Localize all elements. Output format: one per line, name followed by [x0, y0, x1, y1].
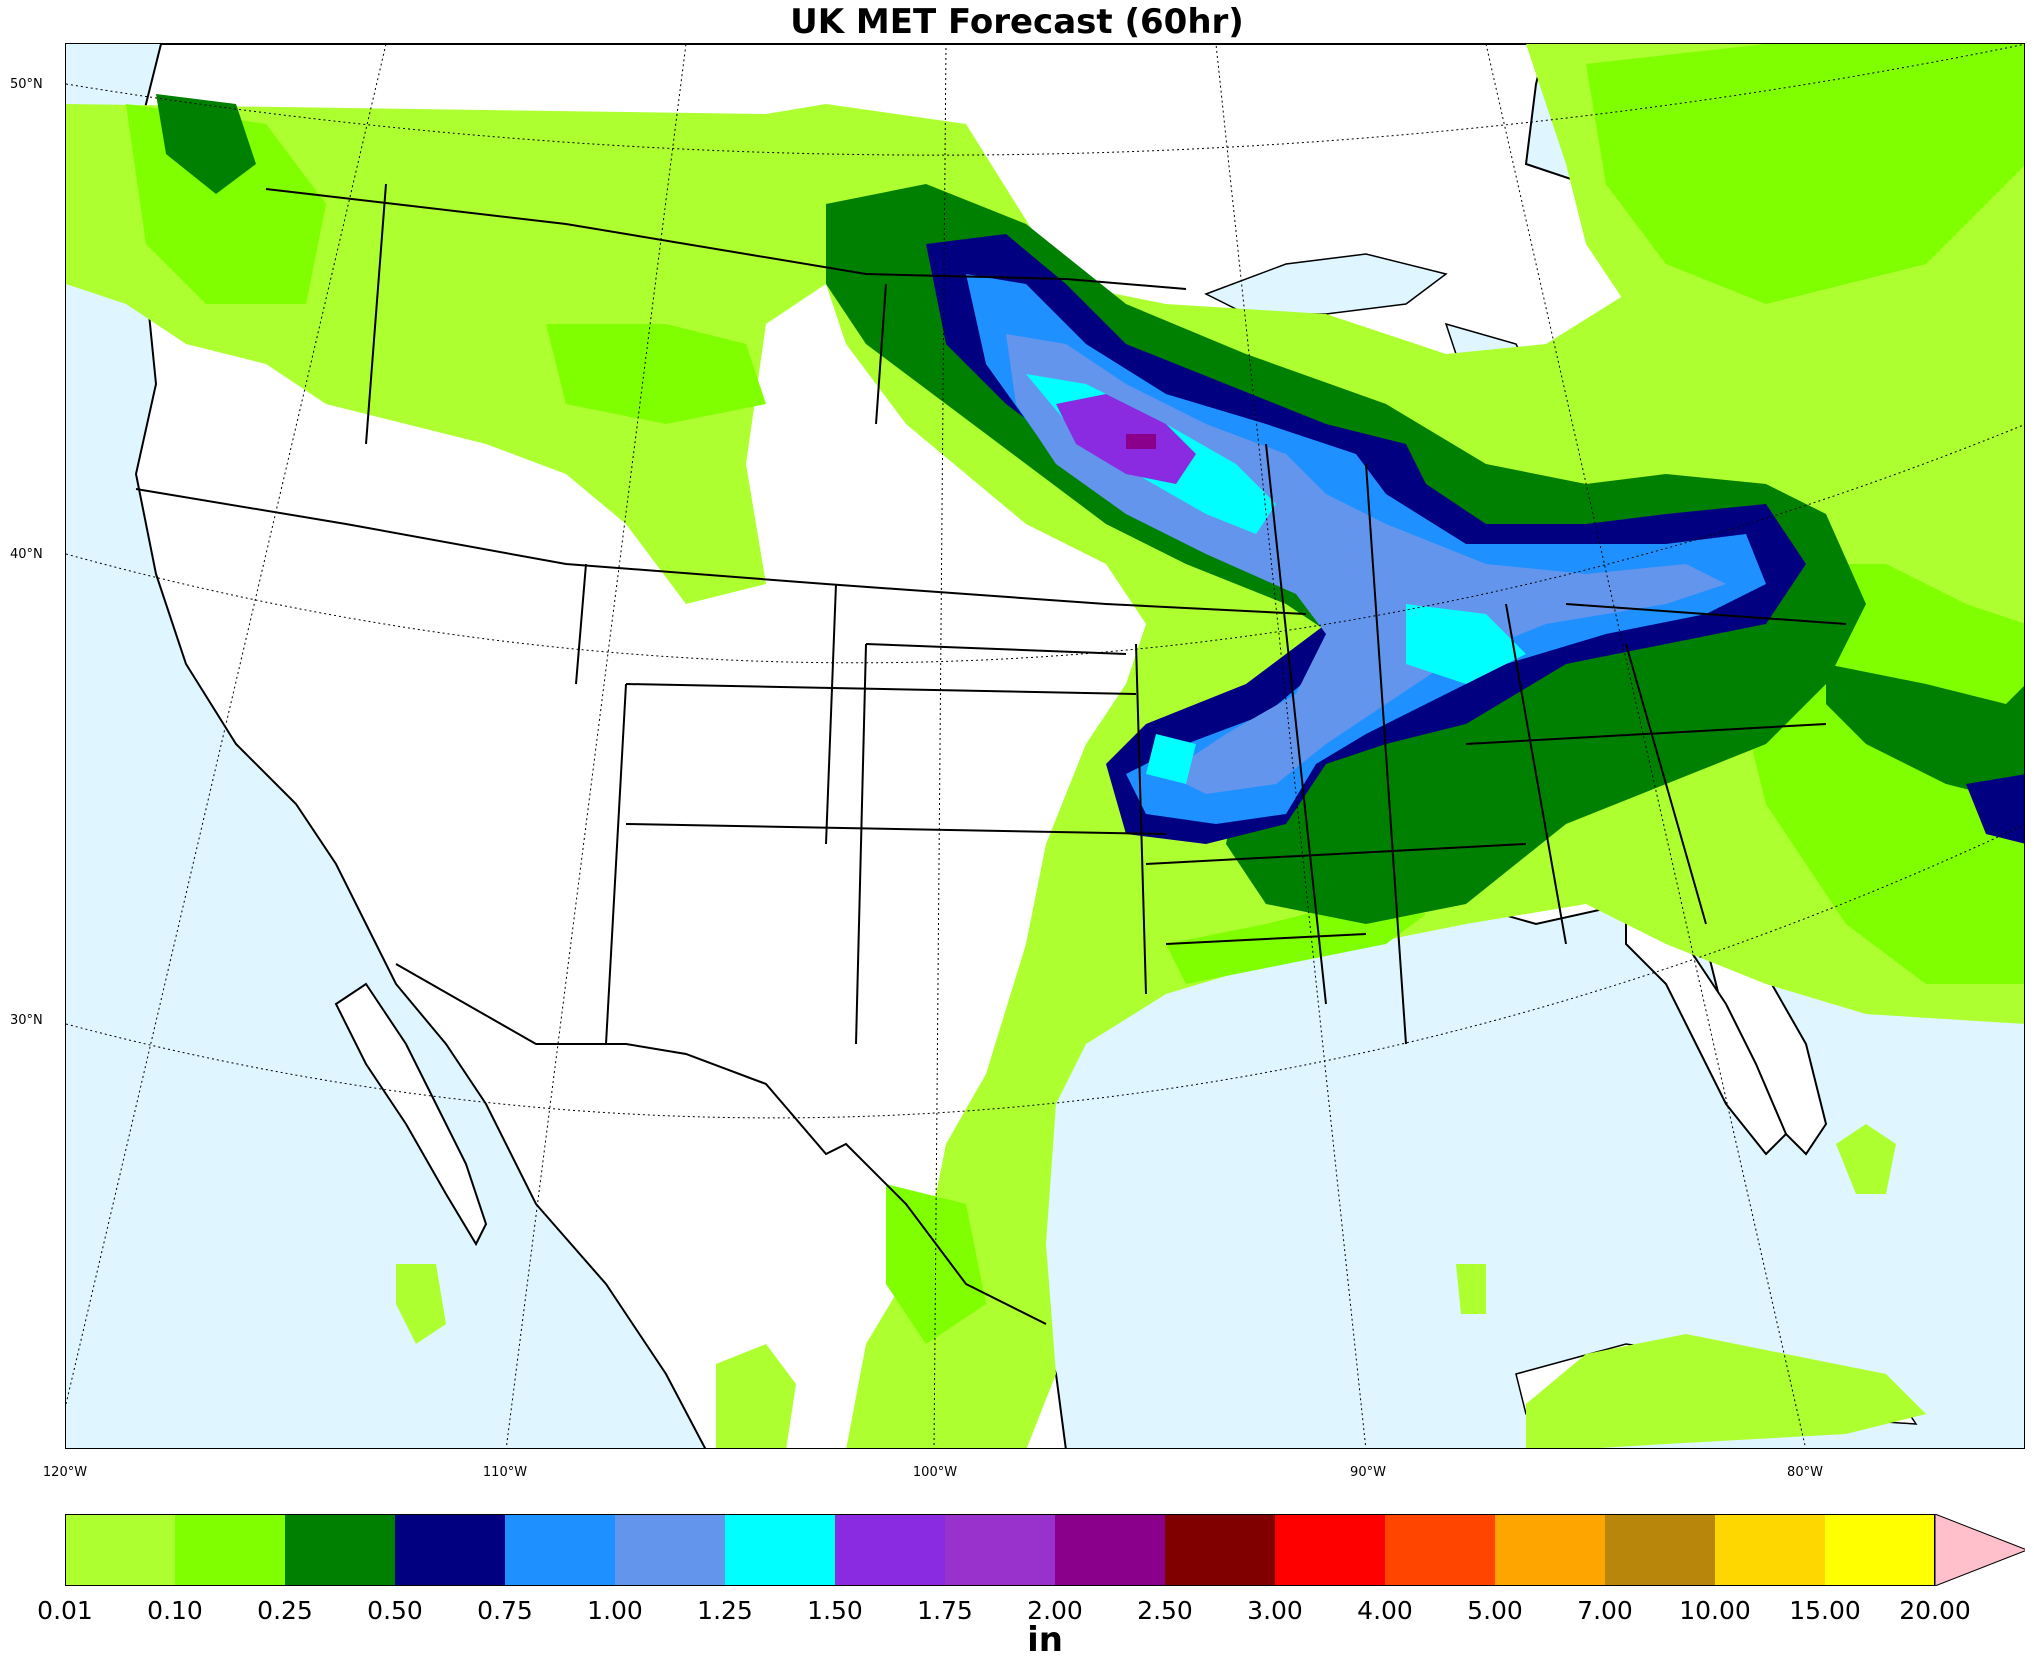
colorbar-swatch	[1495, 1514, 1605, 1586]
colorbar-swatch	[1715, 1514, 1825, 1586]
precip-field	[66, 44, 2024, 1448]
graticule	[66, 44, 2024, 1448]
colorbar-tick-label: 5.00	[1467, 1596, 1523, 1625]
colorbar-swatch	[615, 1514, 725, 1586]
colorbar-swatch	[175, 1514, 285, 1586]
colorbar-tick-label: 7.00	[1577, 1596, 1633, 1625]
colorbar-tick-label: 4.00	[1357, 1596, 1413, 1625]
florida	[1625, 912, 1788, 1156]
colorbar-tick-label: 0.50	[367, 1596, 423, 1625]
colorbar-extend-arrow	[1934, 1514, 2025, 1586]
political-borders	[135, 183, 1847, 1325]
colorbar-swatch	[835, 1514, 945, 1586]
colorbar-tick-label: 0.75	[477, 1596, 533, 1625]
colorbar-swatch	[1275, 1514, 1385, 1586]
colorbar-swatch	[505, 1514, 615, 1586]
colorbar-tick-label: 0.10	[147, 1596, 203, 1625]
lon-label-110: 110°W	[482, 1465, 528, 1480]
lon-label-120: 120°W	[42, 1465, 88, 1480]
colorbar-tick-label: 2.00	[1027, 1596, 1083, 1625]
colorbar-tick-label: 2.50	[1137, 1596, 1193, 1625]
lat-label-30: 30°N	[10, 1013, 43, 1028]
map-canvas	[66, 44, 2024, 1448]
colorbar-tick-label: 3.00	[1247, 1596, 1303, 1625]
colorbar-tick-label: 0.25	[257, 1596, 313, 1625]
lat-label-50: 50°N	[10, 77, 43, 92]
colorbar-tick-label: 1.00	[587, 1596, 643, 1625]
colorbar-swatch	[725, 1514, 835, 1586]
map-title: UK MET Forecast (60hr)	[790, 2, 1244, 42]
colorbar-swatch	[1165, 1514, 1275, 1586]
colorbar-tick-label: 1.25	[697, 1596, 753, 1625]
colorbar-swatch	[285, 1514, 395, 1586]
colorbar-tick-label: 15.00	[1789, 1596, 1861, 1625]
precipitation-map	[65, 43, 2025, 1449]
colorbar-swatch	[395, 1514, 505, 1586]
lon-label-80: 80°W	[1787, 1465, 1823, 1480]
colorbar-swatch	[1605, 1514, 1715, 1586]
colorbar-tick-label: 1.50	[807, 1596, 863, 1625]
colorbar-swatch	[1055, 1514, 1165, 1586]
colorbar-tick-label: 0.01	[37, 1596, 93, 1625]
colorbar	[65, 1514, 2025, 1586]
colorbar-tick-label: 1.75	[917, 1596, 973, 1625]
colorbar-swatch	[1825, 1514, 1935, 1586]
colorbar-unit: in	[1027, 1620, 1063, 1660]
lon-label-90: 90°W	[1350, 1465, 1386, 1480]
colorbar-swatch	[1385, 1514, 1495, 1586]
colorbar-swatch	[945, 1514, 1055, 1586]
colorbar-swatch	[65, 1514, 175, 1586]
baja-peninsula	[334, 982, 488, 1247]
colorbar-outline	[65, 1514, 1935, 1586]
lat-label-40: 40°N	[10, 547, 43, 562]
colorbar-tick-label: 20.00	[1899, 1596, 1971, 1625]
lon-label-100: 100°W	[912, 1465, 958, 1480]
colorbar-tick-label: 10.00	[1679, 1596, 1751, 1625]
